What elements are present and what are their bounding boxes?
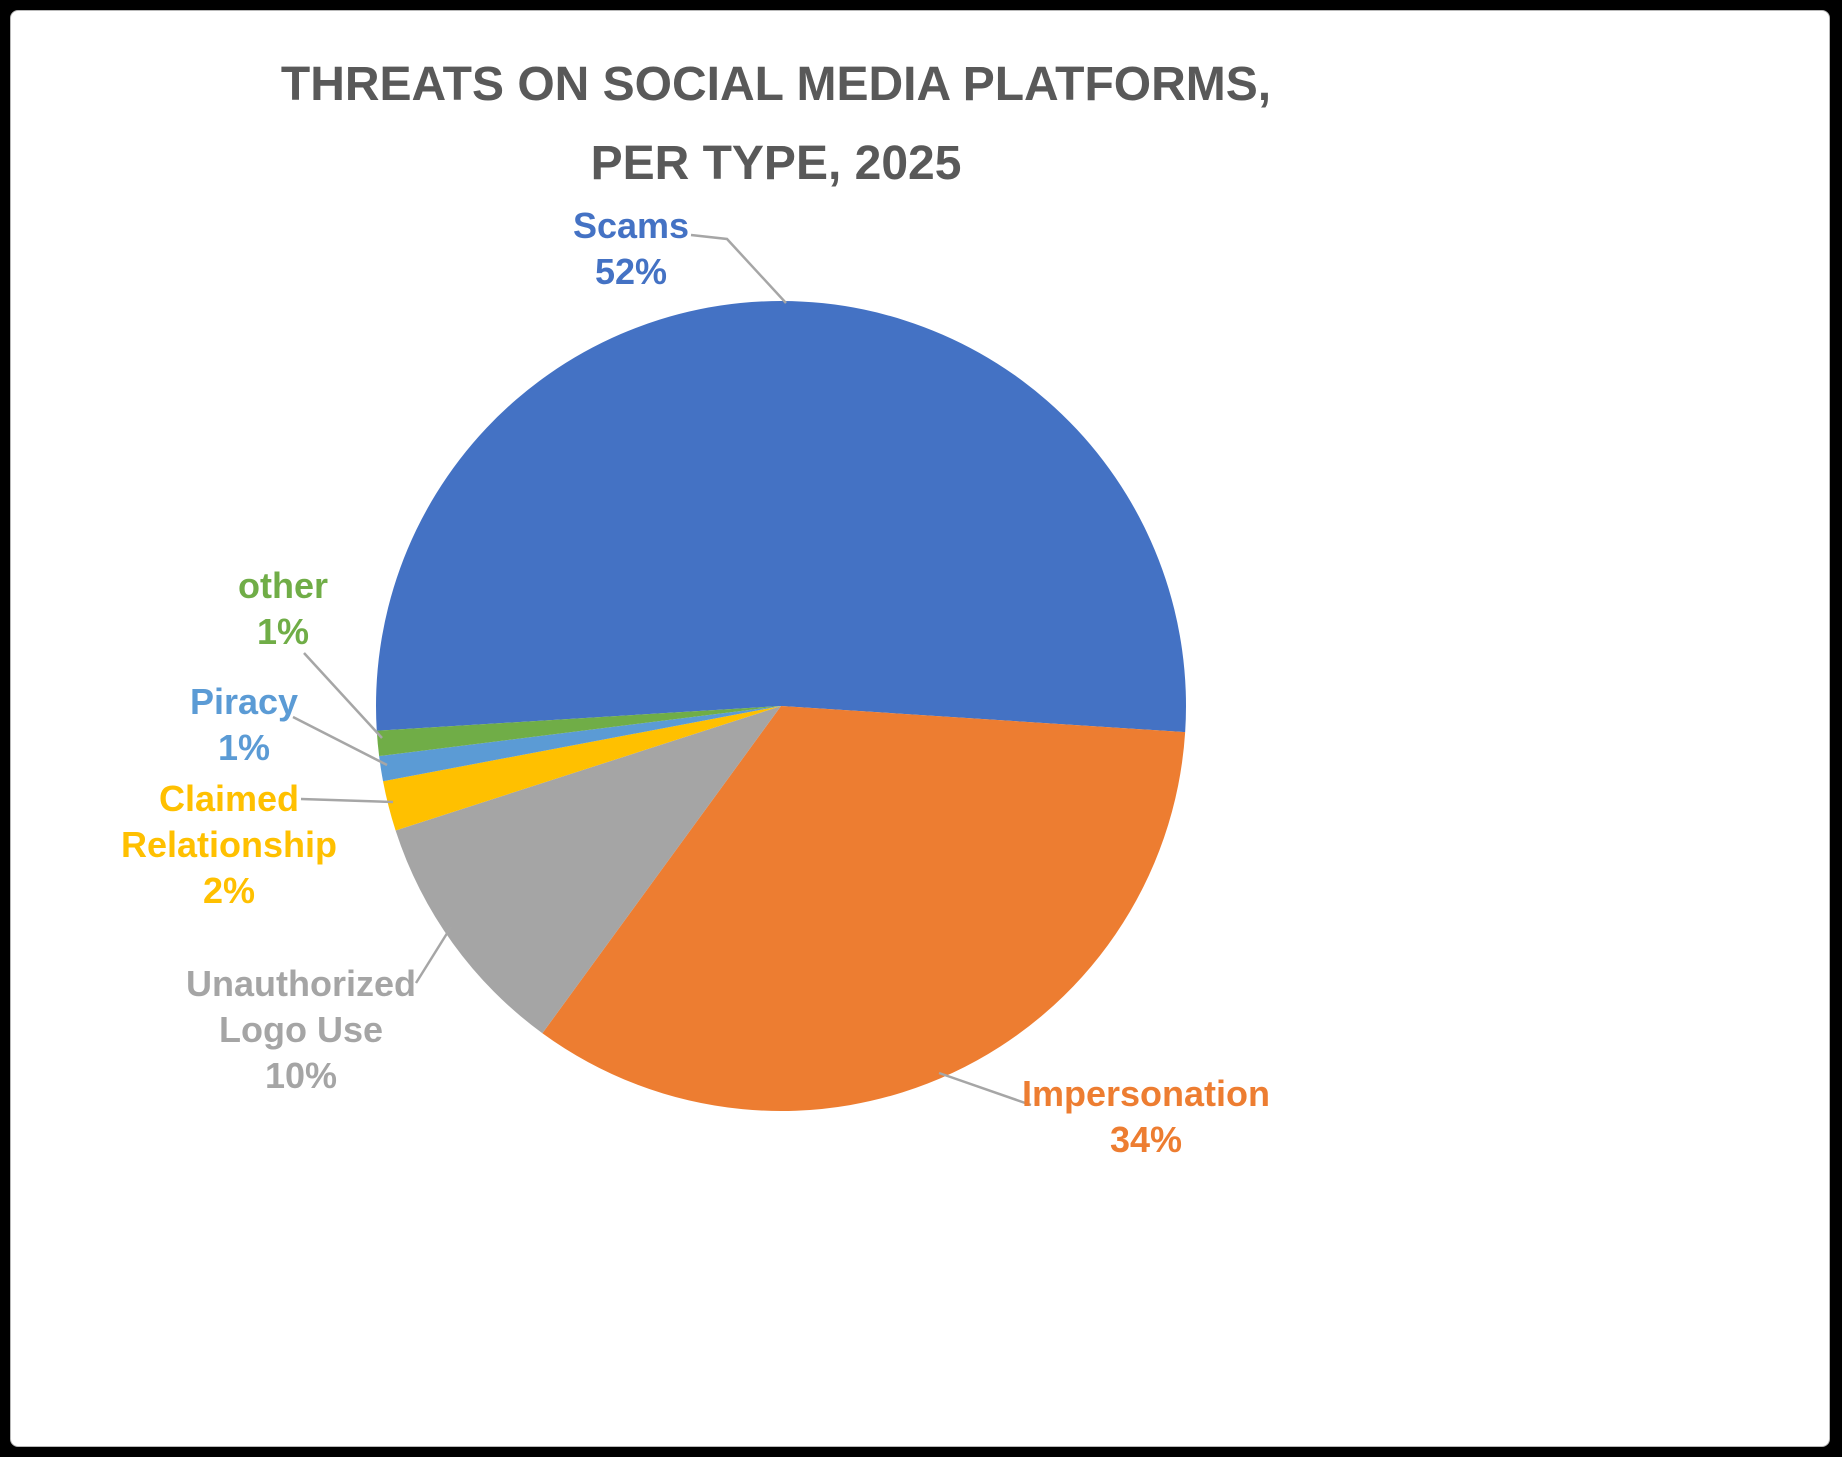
data-label-scams-name: Scams xyxy=(572,205,690,246)
pie-slice-scams[interactable] xyxy=(376,300,1187,733)
data-label-piracy-value: 1% xyxy=(217,727,271,768)
chart-title: THREATS ON SOCIAL MEDIA PLATFORMS, PER T… xyxy=(126,45,1426,203)
data-label-other: other 1% xyxy=(198,563,368,655)
data-label-piracy: Piracy 1% xyxy=(159,679,329,771)
pie-slice-unauthorized-logo-use[interactable] xyxy=(395,706,781,1034)
data-label-unauthorized-logo-use-value: 10% xyxy=(264,1055,338,1096)
data-label-impersonation-name: Impersonation xyxy=(1021,1073,1271,1114)
data-label-impersonation-value: 34% xyxy=(1109,1119,1183,1160)
pie-slice-piracy[interactable] xyxy=(379,706,781,782)
pie-chart xyxy=(292,233,1187,1112)
data-label-claimed-relationship: Claimed Relationship 2% xyxy=(104,776,354,914)
data-label-other-name: other xyxy=(238,565,328,606)
data-label-piracy-name: Piracy xyxy=(189,681,299,722)
leader-line-unauthorized-logo-use xyxy=(414,926,453,984)
data-label-claimed-relationship-name: Claimed Relationship xyxy=(120,778,338,865)
data-label-scams: Scams 52% xyxy=(521,203,741,295)
leader-line-other xyxy=(303,652,383,739)
leader-line-impersonation xyxy=(938,1071,1032,1107)
chart-card: THREATS ON SOCIAL MEDIA PLATFORMS, PER T… xyxy=(10,10,1830,1447)
data-label-unauthorized-logo-use: Unauthorized Logo Use 10% xyxy=(176,961,426,1099)
leader-line-claimed-relationship xyxy=(300,797,394,804)
data-label-unauthorized-logo-use-name: Unauthorized Logo Use xyxy=(186,963,416,1050)
leader-line-piracy xyxy=(292,715,388,767)
leader-line-scams xyxy=(690,233,787,304)
pie-slices-group xyxy=(376,300,1187,1112)
data-label-impersonation: Impersonation 34% xyxy=(991,1071,1301,1163)
pie-slice-other[interactable] xyxy=(376,706,781,757)
pie-slice-claimed-relationship[interactable] xyxy=(383,706,781,831)
data-label-other-value: 1% xyxy=(256,611,310,652)
chart-title-line-1: THREATS ON SOCIAL MEDIA PLATFORMS, xyxy=(280,58,1272,111)
chart-title-line-2: PER TYPE, 2025 xyxy=(590,137,962,191)
pie-slice-impersonation[interactable] xyxy=(542,706,1186,1112)
data-label-scams-value: 52% xyxy=(594,251,668,292)
data-label-claimed-relationship-value: 2% xyxy=(202,870,256,911)
